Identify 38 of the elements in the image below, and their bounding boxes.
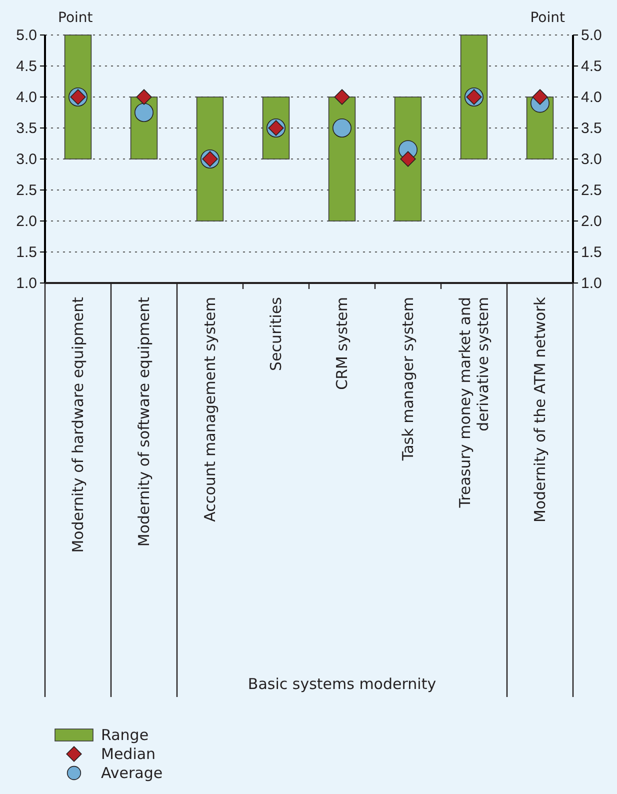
point (332, 118, 352, 138)
y-tick-label: 1.5 (16, 244, 37, 261)
y2-tick-label: 4.0 (581, 88, 602, 106)
y-tick-label: 1.0 (16, 274, 37, 292)
y-tick-label: 3.0 (16, 150, 37, 168)
y-tick-label: 4.5 (16, 58, 37, 75)
y2-tick-label: 1.0 (581, 274, 602, 292)
point (334, 89, 350, 105)
y2-tick-label: 2.0 (581, 212, 602, 230)
x-tick-label: Treasury money market and derivative system (456, 297, 492, 509)
y2-tick-label: 3.0 (581, 150, 602, 168)
x-tick-label: CRM system (333, 297, 351, 390)
legend-label: Median (101, 745, 156, 763)
y2-tick-label: 4.5 (581, 58, 602, 75)
y-tick-label: 4.0 (16, 88, 37, 106)
y-tick-label: 2.5 (16, 182, 37, 199)
y2-tick-label: 3.5 (581, 120, 602, 137)
y2-tick-label: 1.5 (581, 244, 602, 261)
y-tick-label: 2.0 (16, 212, 37, 230)
point (136, 89, 152, 105)
y2-tick-label: 5.0 (581, 26, 602, 44)
legend-label: Range (101, 726, 149, 744)
point (134, 103, 154, 122)
point (532, 89, 548, 105)
x-tick-label: Modernity of hardware equipment (69, 296, 87, 553)
x-tick-label: Securities (267, 296, 285, 371)
x-tick-label: Account management system (201, 297, 219, 522)
x-tick-label: Task manager system (399, 297, 417, 462)
point (400, 151, 416, 167)
y-axis-title: Point (58, 10, 94, 26)
legend-label: Average (101, 764, 163, 782)
y-tick-label: 3.5 (16, 120, 37, 137)
y-tick-label: 5.0 (16, 26, 37, 44)
x-tick-label: Modernity of the ATM network (531, 296, 549, 522)
y2-tick-label: 2.5 (581, 182, 602, 199)
x-tick-label: Modernity of software equipment (135, 296, 153, 547)
y2-axis-title: Point (530, 10, 566, 26)
text: Basic systems modernity (248, 675, 436, 693)
